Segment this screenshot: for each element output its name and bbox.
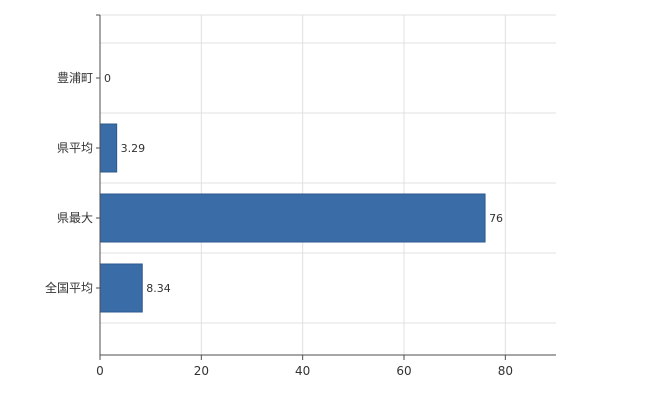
category-label: 豊浦町 <box>57 71 93 85</box>
x-tick-label: 20 <box>194 364 209 378</box>
x-tick-label: 80 <box>498 364 513 378</box>
bar <box>99 123 118 173</box>
bar <box>99 193 486 243</box>
value-label: 76 <box>489 212 503 225</box>
value-label: 8.34 <box>146 282 171 295</box>
x-tick-label: 0 <box>96 364 104 378</box>
value-label: 0 <box>104 72 111 85</box>
category-label: 県最大 <box>57 211 93 225</box>
category-label: 県平均 <box>57 141 93 155</box>
x-tick-label: 40 <box>295 364 310 378</box>
category-label: 全国平均 <box>45 280 93 295</box>
value-label: 3.29 <box>121 142 146 155</box>
x-tick-label: 60 <box>396 364 411 378</box>
bar <box>99 263 143 313</box>
